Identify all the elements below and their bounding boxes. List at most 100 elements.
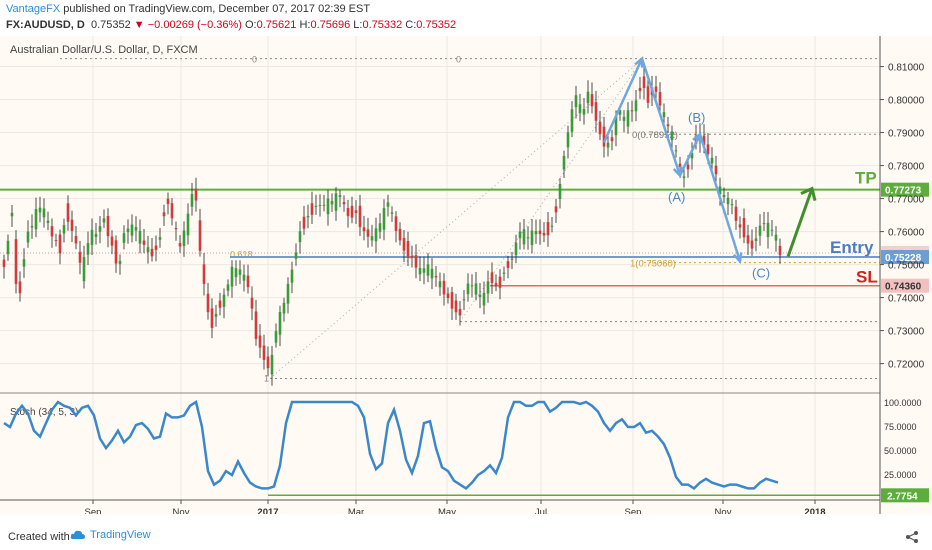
entry-price-tag: 0.75228: [885, 253, 922, 264]
candle-down: [594, 102, 598, 121]
time-tick-label: 2018: [804, 507, 825, 514]
candle-up: [10, 212, 14, 217]
candle-up: [390, 212, 394, 214]
candle-up: [474, 283, 478, 295]
candle-up: [94, 233, 98, 237]
candle-up: [606, 142, 610, 148]
candle-up: [242, 274, 246, 281]
candle-up: [754, 238, 758, 242]
candle-down: [78, 251, 82, 263]
candle-down: [2, 259, 6, 268]
candle-up: [234, 268, 238, 278]
candle-down: [154, 245, 158, 250]
resistance-price-tag-bg: [881, 182, 929, 197]
stoch-tick-label: 50.0000: [884, 446, 917, 456]
candle-up: [290, 269, 294, 283]
candle-up: [518, 231, 522, 239]
down-triangle-icon: ▼: [133, 19, 145, 31]
candle-down: [702, 135, 706, 146]
chart-background: [0, 36, 932, 514]
chart-svg[interactable]: Australian Dollar/U.S. Dollar, D, FXCM 0…: [0, 36, 932, 518]
candle-up: [690, 152, 694, 159]
candle-up: [574, 95, 578, 108]
candle-up: [558, 184, 562, 200]
candle-up: [466, 283, 470, 295]
candle-down: [246, 275, 250, 288]
candle-up: [622, 116, 626, 121]
candle-up: [614, 116, 618, 136]
candle-up: [338, 195, 342, 198]
candle-up: [222, 294, 226, 307]
candle-down: [194, 189, 198, 201]
time-tick-label: Nov: [715, 507, 732, 514]
high-label: H:: [299, 19, 311, 31]
candle-up: [334, 193, 338, 211]
fib-zero-label: 0: [252, 55, 257, 65]
price-axis[interactable]: 0.72000 0.73000 0.74000 0.75000 0.76000 0.770…: [880, 63, 925, 480]
candle-up: [662, 112, 666, 118]
candle-down: [162, 212, 166, 217]
candle-up: [298, 231, 302, 243]
wave-arrow-a: [640, 58, 682, 176]
resistance-price-tag: 0.77273: [885, 186, 922, 197]
candle-down: [446, 293, 450, 298]
candle-down: [638, 88, 642, 92]
candle-down: [666, 124, 670, 127]
candle-down: [494, 283, 498, 285]
candle-up: [134, 227, 138, 231]
candle-down: [206, 293, 210, 313]
candle-up: [182, 230, 186, 246]
candle-up: [386, 202, 390, 207]
candle-up: [578, 104, 582, 114]
candle-up: [682, 176, 686, 179]
candle-up: [158, 237, 162, 240]
candle-down: [54, 240, 58, 242]
candle-down: [258, 335, 262, 348]
candle-down: [654, 86, 658, 92]
symbol-label: FX:AUDUSD, D: [6, 19, 85, 31]
price-tick-label: 0.78000: [888, 162, 925, 173]
candle-down: [406, 241, 410, 258]
candle-down: [458, 309, 462, 316]
candle-down: [402, 238, 406, 251]
elliott-waves: (A) (B) (C): [602, 56, 770, 280]
candle-up: [710, 157, 714, 164]
candle-down: [686, 164, 690, 170]
candle-up: [758, 225, 762, 236]
chart-frame[interactable]: Australian Dollar/U.S. Dollar, D, FXCM 0…: [0, 36, 932, 518]
target-arrow-head: [800, 186, 817, 202]
last-price: 0.75352: [90, 19, 131, 31]
candle-up: [98, 226, 102, 232]
candle-down: [342, 202, 346, 205]
tradingview-link[interactable]: TradingView: [70, 529, 151, 541]
candle-down: [658, 92, 662, 106]
publisher-name[interactable]: VantageFX: [6, 3, 61, 15]
candle-down: [602, 126, 606, 147]
candle-down: [742, 217, 746, 238]
share-icon[interactable]: [904, 529, 920, 545]
time-axis[interactable]: Sep Nov 2017 Mar May Jul Sep Nov 2018: [85, 500, 826, 518]
candle-up: [190, 193, 194, 207]
price-tick-label: 0.73000: [888, 327, 925, 338]
candle-down: [178, 243, 182, 247]
candle-down: [398, 228, 402, 241]
candle-up: [534, 231, 538, 235]
entry-price-tag-bg: [881, 250, 929, 265]
publish-header: VantageFX published on TradingView.com, …: [6, 3, 370, 15]
candle-up: [378, 223, 382, 232]
candle-up: [306, 215, 310, 218]
fib-one-label: 1: [264, 373, 269, 383]
candle-up: [722, 194, 726, 198]
candle-down: [778, 245, 782, 256]
open-value: 0.75621: [256, 19, 297, 31]
candle-up: [514, 242, 518, 256]
wave-c-label: (C): [752, 265, 770, 280]
candle-down: [354, 210, 358, 213]
candle-down: [746, 235, 750, 244]
stoch-tick-label: 100.0000: [884, 398, 922, 408]
candle-up: [186, 213, 190, 236]
candle-up: [486, 281, 490, 294]
candle-down: [646, 86, 650, 103]
wave-arrow-b: [678, 133, 702, 177]
candle-up: [422, 268, 426, 273]
